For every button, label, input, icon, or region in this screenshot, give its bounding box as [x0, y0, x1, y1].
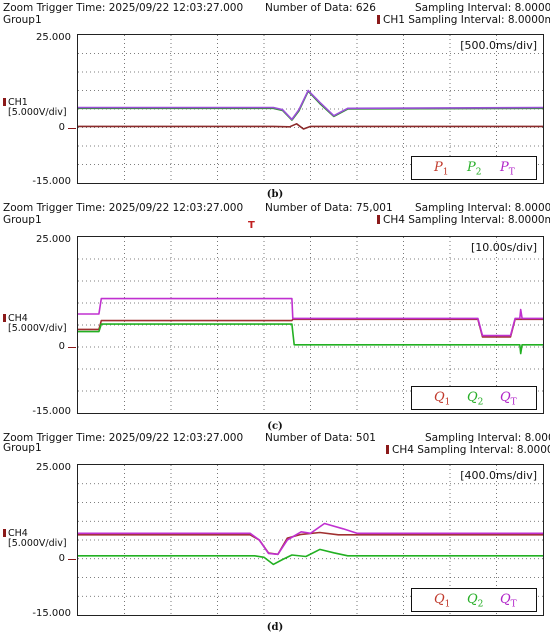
series-line-qt: [78, 297, 543, 337]
legend-entry: Q2: [467, 390, 483, 408]
y-top-label: 25.000: [36, 234, 71, 245]
waveform-plot: [500.0ms/div] P1 P2 PT: [77, 34, 544, 184]
y-bottom-label: -15.000: [32, 406, 71, 417]
channel-marker-icon: [377, 215, 380, 224]
group-label: Group1: [3, 14, 42, 26]
channel-name: CH1: [8, 97, 28, 108]
series-line-q2: [78, 548, 543, 566]
waveform-svg: [78, 237, 543, 413]
waveform-plot: [10.00s/div] Q1 Q2 QT: [77, 236, 544, 414]
number-of-data: Number of Data: 75,001: [265, 202, 393, 214]
zoom-trigger-time: Zoom Trigger Time: 2025/09/22 12:03:27.0…: [3, 432, 244, 444]
figure-caption: (d): [266, 622, 284, 633]
waveform-plot: [400.0ms/div] Q1 Q2 QT: [77, 464, 544, 616]
y-zero-label: 0: [58, 552, 65, 564]
legend-symbol: Q: [500, 390, 511, 405]
group-label: Group1: [3, 214, 42, 226]
legend-symbol: Q: [467, 390, 478, 405]
sampling-interval: Sampling Interval: 8.0000ms: [425, 432, 550, 444]
legend-entry: P2: [467, 160, 481, 178]
legend: Q1 Q2 QT: [411, 386, 537, 410]
legend-subscript: 1: [442, 167, 449, 178]
waveform-svg: [78, 35, 543, 183]
legend: P1 P2 PT: [411, 156, 537, 180]
channel-color-icon: [3, 529, 6, 537]
series-line-pt: [78, 89, 543, 121]
y-bottom-label: -15.000: [32, 608, 71, 619]
channel-sampling-interval: CH4 Sampling Interval: 8.0000ms: [392, 444, 550, 456]
trigger-marker-icon: T: [248, 220, 255, 231]
legend-symbol: Q: [500, 592, 511, 607]
legend: Q1 Q2 QT: [411, 588, 537, 612]
legend-entry: Q1: [434, 390, 450, 408]
zoom-trigger-time: Zoom Trigger Time: 2025/09/22 12:03:27.0…: [3, 202, 244, 214]
volts-per-div: [5.000V/div]: [8, 107, 67, 118]
channel-label: CH1: [3, 97, 28, 108]
number-of-data: Number of Data: 626: [265, 2, 376, 14]
y-zero-label: 0: [58, 121, 65, 133]
y-top-label: 25.000: [36, 32, 71, 43]
y-zero-label: 0: [58, 341, 65, 352]
legend-subscript: 1: [444, 599, 451, 610]
figure-caption: (c): [267, 421, 283, 432]
legend-entry: Q2: [467, 592, 483, 610]
legend-subscript: T: [508, 167, 515, 178]
y-bottom-label: -15.000: [32, 176, 71, 187]
legend-symbol: Q: [467, 592, 478, 607]
waveform-svg: [78, 465, 543, 615]
legend-subscript: T: [510, 599, 517, 610]
legend-entry: QT: [500, 592, 517, 610]
legend-symbol: P: [467, 160, 476, 175]
channel-sampling-interval: CH4 Sampling Interval: 8.0000ms: [383, 214, 550, 226]
legend-subscript: 2: [477, 599, 484, 610]
legend-subscript: T: [510, 397, 517, 408]
sampling-interval: Sampling Interval: 8.0000ms: [415, 202, 550, 214]
channel-name: CH4: [8, 528, 28, 539]
legend-symbol: P: [500, 160, 509, 175]
legend-subscript: 2: [477, 397, 484, 408]
volts-per-div: [5.000V/div]: [8, 538, 67, 549]
volts-per-div: [5.000V/div]: [8, 323, 67, 334]
series-line-qt: [78, 522, 543, 556]
series-line-q1: [78, 531, 543, 556]
channel-sampling-interval: CH1 Sampling Interval: 8.0000ms: [383, 14, 550, 26]
zero-marker-icon: [68, 127, 76, 129]
zero-marker-icon: [68, 558, 76, 560]
channel-color-icon: [3, 314, 6, 322]
channel-color-icon: [3, 98, 6, 106]
time-per-div: [500.0ms/div]: [460, 39, 537, 52]
channel-marker-icon: [386, 445, 389, 454]
legend-entry: P1: [434, 160, 448, 178]
zoom-trigger-time: Zoom Trigger Time: 2025/09/22 12:03:27.0…: [3, 2, 244, 14]
series-line-q2: [78, 323, 543, 355]
legend-symbol: Q: [434, 390, 445, 405]
number-of-data: Number of Data: 501: [265, 432, 376, 444]
channel-name: CH4: [8, 313, 28, 324]
time-per-div: [400.0ms/div]: [460, 469, 537, 482]
figure-caption: (b): [266, 189, 284, 200]
sampling-interval: Sampling Interval: 8.0000ms: [415, 2, 550, 14]
y-top-label: 25.000: [36, 462, 71, 473]
legend-subscript: 1: [444, 397, 451, 408]
legend-entry: PT: [500, 160, 515, 178]
legend-entry: Q1: [434, 592, 450, 610]
series-line-p1: [78, 123, 543, 130]
group-label: Group1: [3, 442, 42, 454]
legend-entry: QT: [500, 390, 517, 408]
zero-marker-icon: [68, 347, 76, 348]
time-per-div: [10.00s/div]: [470, 241, 537, 254]
channel-label: CH4: [3, 528, 28, 539]
legend-symbol: P: [434, 160, 443, 175]
legend-symbol: Q: [434, 592, 445, 607]
channel-label: CH4: [3, 313, 28, 324]
channel-marker-icon: [377, 15, 380, 24]
legend-subscript: 2: [475, 167, 482, 178]
